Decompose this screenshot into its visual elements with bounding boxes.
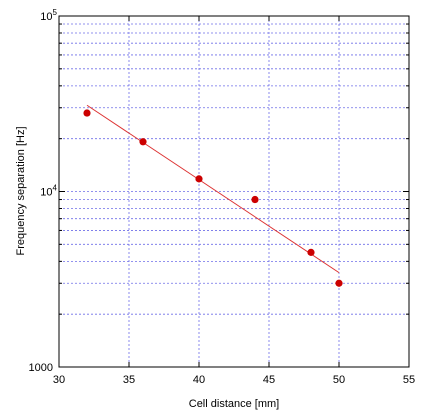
x-tick-label: 30 (53, 374, 65, 386)
x-tick-label: 40 (193, 374, 205, 386)
y-tick-labels: 1000 104 105 (29, 8, 58, 374)
data-point (251, 195, 259, 204)
series (83, 104, 343, 287)
y-tick-label: 1000 (29, 362, 53, 374)
data-point (335, 279, 343, 287)
y-tick-label: 104 (40, 184, 57, 199)
plot-frame (58, 15, 410, 368)
x-tick-labels: 30 35 40 45 50 55 (53, 374, 415, 386)
data-point (195, 175, 203, 183)
fit-line (86, 104, 340, 274)
data-point (307, 248, 315, 256)
x-tick-label: 55 (403, 374, 415, 386)
x-tick-label: 35 (123, 374, 135, 386)
data-point (139, 138, 147, 146)
y-tick-label: 105 (40, 8, 57, 23)
x-tick-label: 50 (333, 374, 345, 386)
data-point (83, 109, 91, 117)
x-axis-title: Cell distance [mm] (189, 398, 279, 410)
y-axis-title: Frequency separation [Hz] (15, 126, 27, 255)
grid (59, 16, 409, 367)
x-tick-label: 45 (263, 374, 275, 386)
